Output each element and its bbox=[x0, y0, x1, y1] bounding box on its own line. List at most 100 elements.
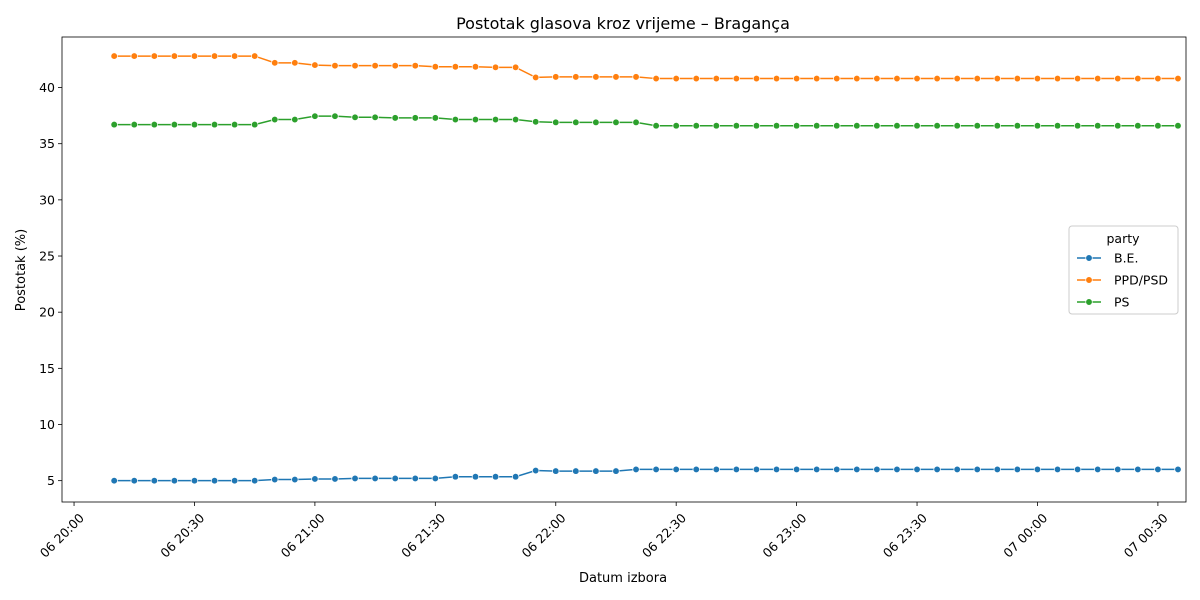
data-point bbox=[291, 59, 299, 67]
data-point bbox=[1073, 74, 1082, 83]
data-point bbox=[712, 465, 720, 474]
plot-frame bbox=[61, 36, 1187, 503]
data-point bbox=[953, 122, 961, 130]
data-point bbox=[351, 113, 359, 121]
y-tick-label: 15 bbox=[39, 361, 55, 376]
data-point bbox=[150, 477, 158, 485]
legend-marker bbox=[1085, 298, 1093, 306]
data-point bbox=[431, 63, 439, 71]
data-point bbox=[1094, 74, 1102, 83]
data-point bbox=[511, 473, 520, 481]
data-point bbox=[451, 63, 460, 71]
data-point bbox=[230, 120, 239, 129]
legend-label: PS bbox=[1114, 295, 1130, 310]
data-point bbox=[792, 465, 801, 474]
data-point bbox=[893, 74, 901, 83]
legend-label: PPD/PSD bbox=[1114, 273, 1168, 288]
data-point bbox=[1114, 74, 1122, 83]
data-point bbox=[1053, 465, 1062, 474]
data-point bbox=[893, 122, 901, 130]
data-point bbox=[692, 465, 700, 474]
data-point bbox=[451, 473, 460, 481]
data-point bbox=[150, 52, 158, 60]
data-point bbox=[230, 52, 239, 60]
data-point bbox=[451, 115, 460, 124]
data-point bbox=[491, 115, 500, 124]
data-point bbox=[271, 475, 279, 484]
data-point bbox=[853, 74, 861, 83]
data-point bbox=[1134, 122, 1142, 130]
data-point bbox=[652, 122, 660, 130]
legend-marker bbox=[1085, 254, 1093, 262]
data-point bbox=[130, 52, 138, 60]
data-point bbox=[311, 61, 319, 69]
data-point bbox=[953, 465, 961, 474]
data-point bbox=[913, 74, 921, 83]
data-point bbox=[471, 115, 480, 124]
data-point bbox=[853, 465, 861, 474]
data-point bbox=[552, 73, 560, 81]
data-point bbox=[933, 122, 941, 130]
data-point bbox=[291, 475, 299, 484]
data-point bbox=[210, 477, 219, 485]
data-point bbox=[532, 118, 540, 126]
data-point bbox=[251, 120, 259, 129]
data-point bbox=[1013, 122, 1022, 130]
data-point bbox=[752, 465, 761, 474]
data-point bbox=[110, 120, 118, 129]
data-point bbox=[1033, 122, 1042, 130]
legend-label: B.E. bbox=[1114, 251, 1138, 266]
data-point bbox=[933, 74, 941, 83]
data-point bbox=[612, 73, 620, 81]
data-point bbox=[813, 122, 821, 130]
data-point bbox=[672, 74, 680, 83]
data-point bbox=[792, 122, 801, 130]
data-point bbox=[552, 467, 560, 475]
data-point bbox=[110, 477, 118, 485]
data-point bbox=[893, 465, 901, 474]
data-point bbox=[1013, 74, 1022, 83]
data-point bbox=[1174, 465, 1182, 474]
data-point bbox=[150, 120, 158, 129]
legend-marker bbox=[1085, 276, 1093, 284]
data-point bbox=[311, 112, 319, 120]
data-point bbox=[130, 477, 138, 485]
data-point bbox=[612, 118, 620, 127]
data-point bbox=[552, 118, 560, 127]
data-point bbox=[813, 74, 821, 83]
y-tick-label: 40 bbox=[39, 80, 55, 95]
data-point bbox=[672, 465, 680, 474]
data-point bbox=[913, 122, 921, 130]
data-point bbox=[973, 465, 981, 474]
data-point bbox=[752, 122, 761, 130]
data-point bbox=[311, 475, 319, 483]
data-point bbox=[532, 466, 540, 475]
data-point bbox=[592, 73, 600, 81]
data-point bbox=[772, 74, 781, 83]
data-point bbox=[672, 122, 680, 130]
data-point bbox=[732, 465, 741, 474]
data-point bbox=[572, 467, 580, 475]
chart-title: Postotak glasova kroz vrijeme – Bragança bbox=[456, 14, 790, 33]
data-point bbox=[190, 52, 199, 60]
data-point bbox=[993, 465, 1001, 474]
data-point bbox=[712, 74, 720, 83]
data-point bbox=[532, 73, 540, 82]
y-tick-label: 25 bbox=[39, 249, 55, 264]
data-point bbox=[592, 467, 600, 475]
data-point bbox=[271, 115, 279, 124]
legend-title: party bbox=[1106, 231, 1140, 246]
data-point bbox=[230, 477, 239, 485]
data-point bbox=[1174, 74, 1182, 83]
data-point bbox=[853, 122, 861, 130]
data-point bbox=[933, 465, 941, 474]
data-point bbox=[331, 61, 339, 70]
data-point bbox=[752, 74, 761, 83]
data-point bbox=[1114, 465, 1122, 474]
data-point bbox=[291, 115, 299, 124]
data-point bbox=[873, 465, 881, 474]
data-point bbox=[411, 61, 419, 70]
data-point bbox=[170, 477, 179, 485]
data-point bbox=[873, 122, 881, 130]
